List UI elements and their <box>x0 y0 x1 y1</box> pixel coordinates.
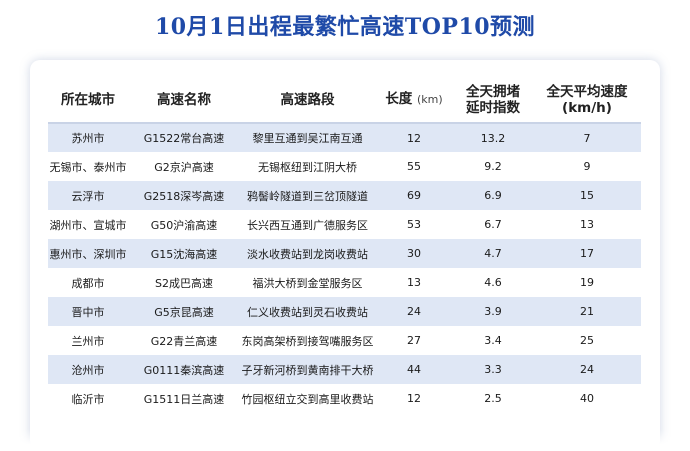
cell-city: 临沂市 <box>71 392 105 406</box>
table-row: 成都市 S2成巴高速 福洪大桥到金堂服务区 13 4.6 19 <box>48 268 641 297</box>
cell-city: 晋中市 <box>71 305 105 319</box>
header-speed-line1: 全天平均速度 <box>546 83 628 100</box>
cell-name: G50沪渝高速 <box>150 218 218 232</box>
table-row: 湖州市、宣城市 G50沪渝高速 长兴西互通到广德服务区 53 6.7 13 <box>48 210 641 239</box>
header-length-label: 长度 <box>385 91 413 107</box>
cell-speed: 24 <box>580 363 594 376</box>
cell-name: G22青兰高速 <box>150 334 218 348</box>
cell-speed: 40 <box>580 392 594 405</box>
cell-city: 苏州市 <box>71 132 105 145</box>
header-length: 长度 (km) <box>375 77 453 124</box>
header-length-unit: (km) <box>417 93 443 106</box>
table-row: 晋中市 G5京昆高速 仁义收费站到灵石收费站 24 3.9 21 <box>48 297 641 326</box>
cell-speed: 17 <box>580 247 594 260</box>
table-row: 无锡市、泰州市 G2京沪高速 无锡枢纽到江阴大桥 55 9.2 9 <box>48 152 641 181</box>
cell-section: 福洪大桥到金堂服务区 <box>252 276 363 290</box>
table-row: 惠州市、深圳市 G15沈海高速 淡水收费站到龙岗收费站 30 4.7 17 <box>48 239 641 268</box>
table-row: 云浮市 G2518深岑高速 鸦髻岭隧道到三岔顶隧道 69 6.9 15 <box>48 181 641 210</box>
card-bottom-fade <box>0 429 690 451</box>
table-header-row: 所在城市 高速名称 高速路段 长度 (km) 全天拥堵 延时指数 全天平均速度 … <box>48 77 641 124</box>
cell-speed: 15 <box>580 189 594 202</box>
table-row: 兰州市 G22青兰高速 东岗高架桥到接驾嘴服务区 27 3.4 25 <box>48 326 641 355</box>
cell-length: 12 <box>407 392 421 405</box>
cell-name: S2成巴高速 <box>155 276 213 290</box>
cell-section: 东岗高架桥到接驾嘴服务区 <box>241 334 374 348</box>
cell-delay: 6.9 <box>484 189 502 202</box>
cell-length: 12 <box>407 131 421 145</box>
cell-name: G2京沪高速 <box>154 160 214 174</box>
cell-length: 13 <box>407 276 421 289</box>
header-speed-line2: (km/h) <box>562 99 612 116</box>
header-delay-line1: 全天拥堵 <box>466 83 520 100</box>
cell-length: 55 <box>407 160 421 173</box>
header-section: 高速路段 <box>240 77 375 124</box>
cell-delay: 9.2 <box>484 160 502 173</box>
table-row: 沧州市 G0111秦滨高速 子牙新河桥到黄南排干大桥 44 3.3 24 <box>48 355 641 384</box>
cell-speed: 21 <box>580 305 594 318</box>
cell-delay: 4.6 <box>484 276 502 289</box>
cell-city: 沧州市 <box>71 363 105 377</box>
cell-length: 27 <box>407 334 421 347</box>
cell-section: 鸦髻岭隧道到三岔顶隧道 <box>247 189 368 203</box>
cell-section: 无锡枢纽到江阴大桥 <box>258 160 357 174</box>
header-city: 所在城市 <box>48 77 128 124</box>
header-delay-line2: 延时指数 <box>466 99 520 116</box>
header-speed: 全天平均速度 (km/h) <box>533 77 641 124</box>
cell-city: 云浮市 <box>71 189 105 203</box>
cell-section: 长兴西互通到广德服务区 <box>247 218 368 232</box>
cell-delay: 6.7 <box>484 218 502 231</box>
cell-name: G15沈海高速 <box>150 247 218 261</box>
cell-city: 成都市 <box>71 276 105 290</box>
cell-length: 24 <box>407 305 421 318</box>
cell-speed: 19 <box>580 276 594 289</box>
cell-length: 44 <box>407 363 421 376</box>
cell-city: 湖州市、宣城市 <box>49 218 127 232</box>
cell-name: G0111秦滨高速 <box>143 363 225 377</box>
header-name: 高速名称 <box>128 77 240 124</box>
cell-speed: 13 <box>580 218 594 231</box>
cell-speed: 25 <box>580 334 594 347</box>
table-card <box>30 60 660 451</box>
cell-delay: 13.2 <box>480 131 506 145</box>
cell-name: G1522常台高速 <box>143 132 225 145</box>
cell-length: 30 <box>407 247 421 260</box>
table-row: 临沂市 G1511日兰高速 竹园枢纽立交到高里收费站 12 2.5 40 <box>48 384 641 413</box>
highway-ranking-table: 所在城市 高速名称 高速路段 长度 (km) 全天拥堵 延时指数 全天平均速度 … <box>48 77 641 413</box>
cell-delay: 3.4 <box>484 334 502 347</box>
cell-length: 69 <box>407 189 421 202</box>
cell-delay: 4.7 <box>484 247 502 260</box>
table-row: 苏州市 G1522常台高速 黎里互通到吴江南互通 12 13.2 7 <box>48 123 641 152</box>
cell-name: G5京昆高速 <box>154 305 214 319</box>
cell-name: G2518深岑高速 <box>143 189 225 203</box>
cell-section: 淡水收费站到龙岗收费站 <box>247 247 368 261</box>
cell-speed: 7 <box>583 131 591 145</box>
cell-section: 子牙新河桥到黄南排干大桥 <box>241 363 374 377</box>
cell-section: 竹园枢纽立交到高里收费站 <box>241 392 374 406</box>
page-title: 10月1日出程最繁忙高速TOP10预测 <box>154 14 536 40</box>
cell-delay: 3.9 <box>484 305 502 318</box>
header-delay: 全天拥堵 延时指数 <box>453 77 533 124</box>
cell-length: 53 <box>407 218 421 231</box>
cell-city: 无锡市、泰州市 <box>49 160 127 174</box>
cell-speed: 9 <box>583 160 591 173</box>
cell-section: 仁义收费站到灵石收费站 <box>247 305 368 319</box>
cell-delay: 3.3 <box>484 363 502 376</box>
cell-section: 黎里互通到吴江南互通 <box>252 132 363 145</box>
cell-delay: 2.5 <box>484 392 502 405</box>
cell-name: G1511日兰高速 <box>143 392 225 406</box>
cell-city: 惠州市、深圳市 <box>49 247 127 261</box>
cell-city: 兰州市 <box>71 334 105 348</box>
